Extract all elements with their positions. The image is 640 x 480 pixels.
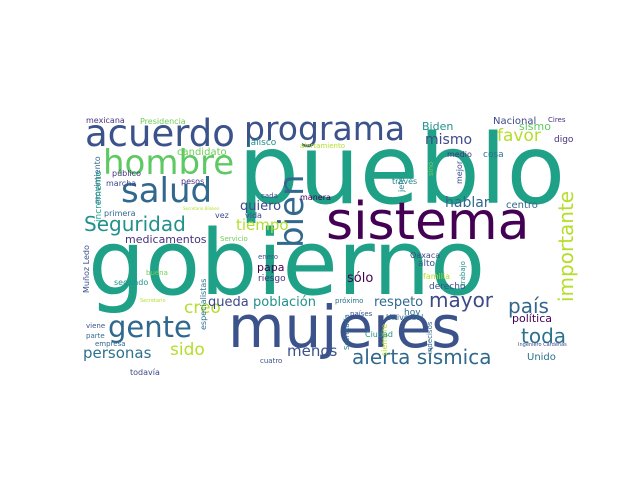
word-biden: Biden xyxy=(422,120,454,133)
word-sino: sino xyxy=(427,161,435,176)
word-alertamiento: alertamiento xyxy=(300,142,345,150)
word-indecisos: indecisos xyxy=(426,321,434,354)
word-traves: través xyxy=(392,177,418,186)
word-hablar: hablar xyxy=(445,195,490,211)
word-segundo: segundo xyxy=(114,278,149,287)
word-centro: centro xyxy=(506,200,538,211)
word-mayor: mayor xyxy=(429,288,494,312)
word-derecho: derecho xyxy=(429,282,466,292)
word-secretario-blinken: Secretario Blinken xyxy=(183,206,220,211)
word-nacional: Nacional xyxy=(493,116,537,127)
word-trabajo: trabajo xyxy=(459,261,467,286)
word-tiempo: tiempo xyxy=(236,216,289,234)
word-medicamentos: medicamentos xyxy=(125,233,207,246)
word-mejor: mejor xyxy=(455,160,464,184)
word-sismo: sismo xyxy=(519,120,551,133)
word-toda: toda xyxy=(521,324,567,348)
word-mismo: mismo xyxy=(425,132,473,148)
word-hoy: hoy xyxy=(404,308,421,318)
word-poblacion: población xyxy=(253,295,316,310)
word-respeto: respeto xyxy=(374,295,424,310)
word-creo: creo xyxy=(184,298,221,318)
word-salud: salud xyxy=(121,171,213,211)
word-paises: países xyxy=(350,310,373,318)
word-familia: familia xyxy=(423,272,451,281)
word-importante: importante xyxy=(554,190,578,302)
word-siempre: siempre xyxy=(380,323,389,356)
word-secretario: Secretario xyxy=(140,298,166,304)
word-programa: programa xyxy=(244,109,406,148)
word-incremento: incremento xyxy=(94,170,104,222)
word-cosa: cosa xyxy=(483,150,504,160)
word-vez: vez xyxy=(215,211,229,220)
word-munoz-ledo: Muñoz Ledo xyxy=(82,245,91,293)
word-presidencia: Presidencia xyxy=(140,117,186,126)
word-marcha: marcha xyxy=(106,179,137,188)
word-favor: favor xyxy=(497,126,541,146)
word-alerta-sismica: alerta sísmica xyxy=(352,345,492,369)
word-personas: personas xyxy=(83,344,152,362)
word-candidato: candidato xyxy=(177,147,227,158)
word-secretaria: Secretaría xyxy=(343,314,351,350)
word-gobierno: gobierno xyxy=(88,211,486,316)
word-manera: manera xyxy=(300,193,331,202)
word-vida: vida xyxy=(245,211,262,220)
word-jefe: jefe xyxy=(397,177,406,192)
word-especialistas: especialistas xyxy=(199,278,208,330)
word-gente: gente xyxy=(108,310,192,344)
word-todavia: todavía xyxy=(130,368,160,377)
word-publico: público xyxy=(112,169,141,178)
word-servicio: Servicio xyxy=(220,235,248,243)
word-proximo: próximo xyxy=(335,297,364,305)
word-cires: Cires xyxy=(548,116,566,124)
word-oaxaca: Oaxaca xyxy=(410,251,441,260)
word-universal: Universal xyxy=(386,313,424,322)
word-politica: política xyxy=(512,312,552,325)
word-papa: papa xyxy=(257,261,285,274)
word-sistema: sistema xyxy=(326,192,530,252)
word-riesgo: riesgo xyxy=(258,274,286,284)
word-menos: menos xyxy=(287,342,338,360)
word-enero: enero xyxy=(258,253,279,261)
word-digo: digo xyxy=(554,135,574,145)
word-mexicana: mexicana xyxy=(86,116,125,125)
word-parte: parte xyxy=(86,332,105,340)
word-queda: queda xyxy=(208,295,249,310)
word-sido: sido xyxy=(170,340,205,360)
word-cuatro: cuatro xyxy=(260,357,283,365)
word-medio: medio xyxy=(447,150,472,159)
word-solo: sólo xyxy=(347,271,374,286)
word-hombre: hombre xyxy=(103,143,235,183)
word-alto: alto xyxy=(418,259,436,269)
word-acuerdo: acuerdo xyxy=(85,112,235,155)
word-viene: viene xyxy=(86,322,106,330)
word-cada: cada xyxy=(261,192,278,200)
word-ciudad: Ciudad xyxy=(365,330,393,339)
word-quiero: quiero xyxy=(240,199,282,214)
word-jalisco: Jalisco xyxy=(248,138,277,148)
word-primera: primera xyxy=(104,209,136,218)
word-ingeniero-cardenas: Ingeniero Cárdenas xyxy=(518,342,567,348)
word-pesos: pesos xyxy=(181,177,205,186)
word-mujeres: mujeres xyxy=(228,293,462,361)
word-pais: país xyxy=(508,294,549,318)
word-buena: buena xyxy=(146,269,168,277)
word-pueblo: pueblo xyxy=(238,114,566,226)
word-seguridad: Seguridad xyxy=(84,212,186,236)
word-unido: Unido xyxy=(527,352,556,363)
word-empresa: empresa xyxy=(95,340,126,348)
